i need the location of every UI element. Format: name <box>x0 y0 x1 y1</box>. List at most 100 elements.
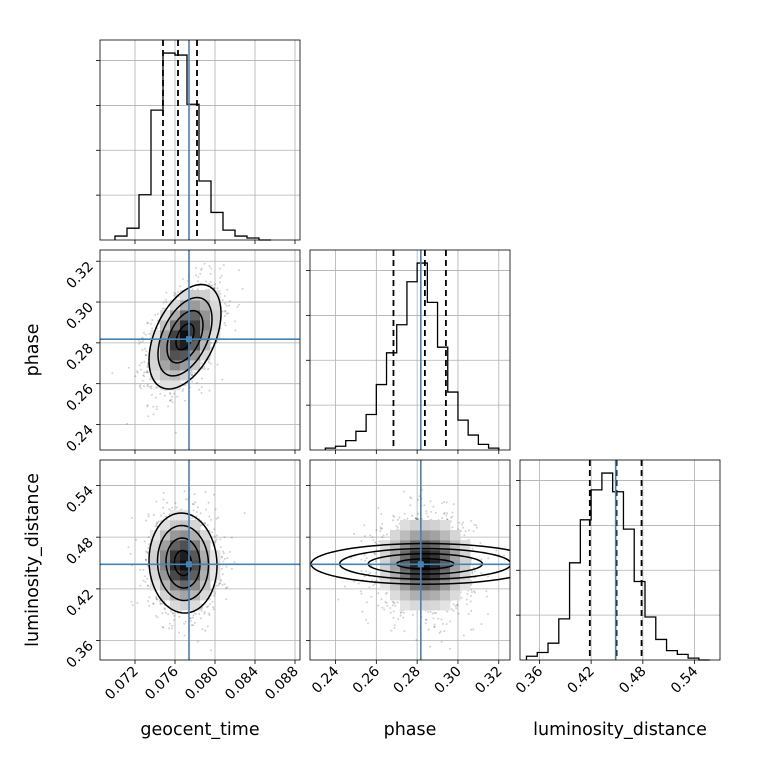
sample-point <box>380 598 383 601</box>
density-cell <box>440 580 451 591</box>
sample-point <box>146 404 149 407</box>
sample-point <box>417 512 419 515</box>
sample-point <box>173 614 176 617</box>
sample-point <box>452 503 455 506</box>
density-cell <box>210 310 221 321</box>
sample-point <box>164 611 167 614</box>
sample-point <box>432 617 435 620</box>
sample-point <box>209 518 212 521</box>
density-cell <box>460 580 471 591</box>
sample-point <box>238 269 241 272</box>
sample-point <box>193 493 196 496</box>
sample-point <box>433 611 436 614</box>
density-cell <box>190 300 201 311</box>
sample-point <box>155 386 158 389</box>
density-cell <box>160 350 171 361</box>
sample-point <box>140 368 143 371</box>
sample-point <box>206 606 209 609</box>
sample-point <box>371 579 373 582</box>
sample-point <box>462 634 465 637</box>
density-cell <box>450 540 461 551</box>
sample-point <box>361 610 364 613</box>
sample-point <box>396 526 399 529</box>
sample-point <box>224 302 227 305</box>
sample-point <box>221 573 224 576</box>
sample-point <box>155 405 158 408</box>
sample-point <box>479 542 482 544</box>
sample-point <box>220 274 223 277</box>
sample-point <box>144 559 147 562</box>
sample-point <box>409 504 412 507</box>
sample-point <box>146 371 149 374</box>
sample-point <box>141 348 144 351</box>
histogram-step-luminosity-distance <box>525 472 710 661</box>
sample-point <box>434 612 437 615</box>
sample-point <box>192 509 195 512</box>
sample-point <box>375 571 377 574</box>
sample-point <box>209 272 212 275</box>
sample-point <box>224 309 227 312</box>
density-cell <box>390 540 401 551</box>
sample-point <box>391 519 394 522</box>
sample-point <box>399 614 402 617</box>
density-cell <box>400 540 411 551</box>
sample-point <box>163 607 166 610</box>
sample-point <box>191 373 193 376</box>
sample-point <box>144 581 147 583</box>
sample-point <box>222 552 225 555</box>
sample-point <box>216 287 219 290</box>
sample-point <box>145 371 148 374</box>
sample-point <box>410 497 413 500</box>
sample-point <box>424 622 427 625</box>
sample-point <box>216 534 219 537</box>
density-cell <box>450 530 461 541</box>
sample-point <box>146 551 149 554</box>
sample-point <box>206 524 209 527</box>
sample-point <box>368 586 371 589</box>
density-cell <box>170 310 181 321</box>
sample-point <box>174 431 177 434</box>
density-cell <box>180 300 191 311</box>
sample-point <box>163 307 166 310</box>
sample-point <box>147 371 150 374</box>
sample-point <box>375 529 378 531</box>
sample-point <box>143 347 146 350</box>
sample-point <box>220 546 222 549</box>
sample-point <box>441 622 444 625</box>
density-cell <box>190 310 201 321</box>
sample-point <box>452 609 455 612</box>
density-cell <box>420 530 431 541</box>
sample-point <box>469 600 472 603</box>
sample-point <box>219 580 222 582</box>
sample-point <box>443 501 446 503</box>
density-cell <box>190 590 201 601</box>
sample-point <box>140 362 143 364</box>
density-cell <box>190 330 201 341</box>
sample-point <box>191 517 194 520</box>
sample-point <box>360 540 363 542</box>
density-cell <box>210 320 221 331</box>
sample-point <box>165 301 168 303</box>
sample-point <box>167 613 170 616</box>
sample-point <box>472 530 475 533</box>
sample-point <box>148 332 151 335</box>
density-cell <box>180 360 191 371</box>
density-cell <box>430 530 441 541</box>
sample-point <box>241 288 244 290</box>
sample-point <box>178 631 181 634</box>
sample-point <box>189 620 192 622</box>
sample-point <box>155 500 158 503</box>
sample-point <box>176 395 179 398</box>
sample-point <box>139 584 142 587</box>
sample-point <box>191 616 194 619</box>
sample-point <box>146 321 149 324</box>
sample-point <box>230 567 233 570</box>
sample-point <box>503 554 505 557</box>
density-content <box>100 460 300 660</box>
density-cell <box>180 600 191 611</box>
sample-point <box>210 341 213 344</box>
sample-point <box>396 528 399 531</box>
sample-point <box>464 530 467 533</box>
sample-point <box>134 375 137 378</box>
